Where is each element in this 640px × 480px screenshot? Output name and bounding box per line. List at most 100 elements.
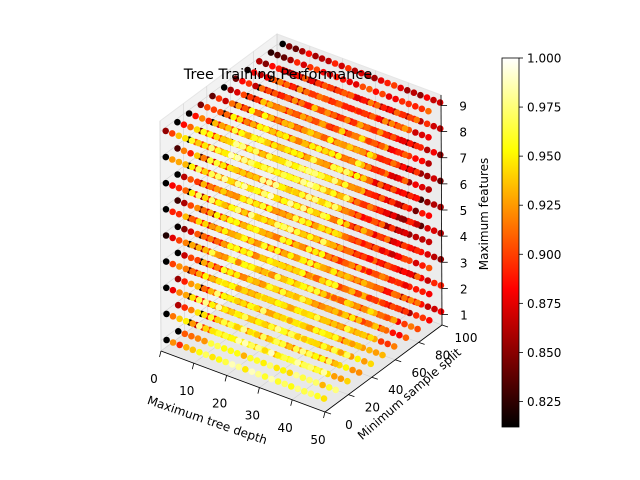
data-point xyxy=(367,360,375,368)
data-point xyxy=(222,358,229,366)
data-point xyxy=(365,294,373,302)
data-point xyxy=(287,56,294,64)
data-point xyxy=(261,347,269,354)
data-point xyxy=(300,205,307,212)
data-point xyxy=(246,171,253,179)
data-point xyxy=(312,248,319,256)
data-point xyxy=(372,218,379,226)
data-point xyxy=(299,269,306,277)
data-point xyxy=(189,320,196,327)
data-point xyxy=(235,102,242,110)
data-point xyxy=(188,189,196,197)
data-point xyxy=(263,74,271,81)
data-point xyxy=(378,195,386,202)
data-point xyxy=(295,138,303,145)
data-point xyxy=(365,268,373,276)
data-point xyxy=(367,255,374,263)
data-point xyxy=(313,209,321,217)
data-point xyxy=(246,302,254,310)
data-point xyxy=(407,166,414,173)
data-point xyxy=(355,186,362,193)
z-tick-label: 2 xyxy=(460,282,468,296)
data-point xyxy=(292,45,300,53)
data-point xyxy=(220,188,227,195)
data-point xyxy=(407,323,415,330)
y-tick-label: 100 xyxy=(455,331,478,345)
data-point xyxy=(162,258,170,265)
data-point xyxy=(246,276,254,284)
data-point xyxy=(398,98,406,105)
data-point xyxy=(400,111,407,119)
data-point xyxy=(353,224,361,232)
data-point xyxy=(412,259,420,267)
data-point xyxy=(241,339,249,347)
data-point xyxy=(354,277,361,284)
data-point xyxy=(336,192,344,200)
data-point xyxy=(222,306,229,314)
data-point xyxy=(239,195,247,203)
data-point xyxy=(207,209,214,217)
data-point xyxy=(226,138,234,146)
data-point xyxy=(259,255,267,262)
data-point xyxy=(181,304,188,311)
data-point xyxy=(319,355,326,363)
data-point xyxy=(247,328,254,336)
data-point xyxy=(437,229,445,237)
data-point xyxy=(361,358,368,365)
data-point xyxy=(244,66,251,74)
data-point xyxy=(227,295,234,302)
data-point xyxy=(372,297,380,304)
data-point xyxy=(395,227,403,234)
data-point xyxy=(169,208,176,216)
data-point xyxy=(431,305,438,313)
data-point xyxy=(299,48,306,55)
data-point xyxy=(220,319,228,326)
data-point xyxy=(201,285,208,293)
data-point xyxy=(197,101,205,109)
data-point xyxy=(267,271,275,278)
data-point xyxy=(254,161,261,169)
data-point xyxy=(402,334,410,342)
data-point xyxy=(342,338,350,345)
data-point xyxy=(222,332,229,340)
data-point xyxy=(347,92,355,99)
data-point xyxy=(358,69,365,77)
data-point xyxy=(425,290,433,298)
data-point xyxy=(364,72,372,79)
data-point xyxy=(287,122,295,129)
data-point xyxy=(228,100,236,107)
data-point xyxy=(324,175,332,182)
data-point xyxy=(194,204,201,212)
data-point xyxy=(174,145,181,152)
data-point xyxy=(225,124,232,132)
data-point xyxy=(366,85,373,93)
data-point xyxy=(273,169,281,176)
data-point xyxy=(200,233,208,240)
data-point xyxy=(181,252,188,259)
data-point xyxy=(213,212,221,219)
data-point xyxy=(337,297,344,304)
data-point xyxy=(412,312,420,319)
data-point xyxy=(431,279,438,287)
data-point xyxy=(310,156,318,164)
data-point xyxy=(187,228,195,235)
data-point xyxy=(346,144,354,151)
data-point xyxy=(371,140,379,147)
data-point xyxy=(248,342,255,349)
data-point xyxy=(228,204,235,211)
data-point xyxy=(261,373,269,380)
data-point xyxy=(259,176,267,184)
data-point xyxy=(169,234,176,242)
data-point xyxy=(390,212,397,219)
data-point xyxy=(185,110,193,117)
data-point xyxy=(306,181,314,188)
data-point xyxy=(300,283,308,291)
data-point xyxy=(266,362,274,369)
data-point xyxy=(279,262,287,270)
data-point xyxy=(193,126,201,133)
data-point xyxy=(312,353,320,360)
data-point xyxy=(294,124,302,132)
data-point xyxy=(280,54,288,61)
data-point xyxy=(430,122,438,130)
